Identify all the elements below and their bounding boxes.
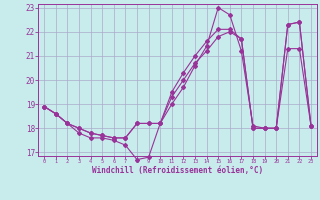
X-axis label: Windchill (Refroidissement éolien,°C): Windchill (Refroidissement éolien,°C) [92, 166, 263, 175]
